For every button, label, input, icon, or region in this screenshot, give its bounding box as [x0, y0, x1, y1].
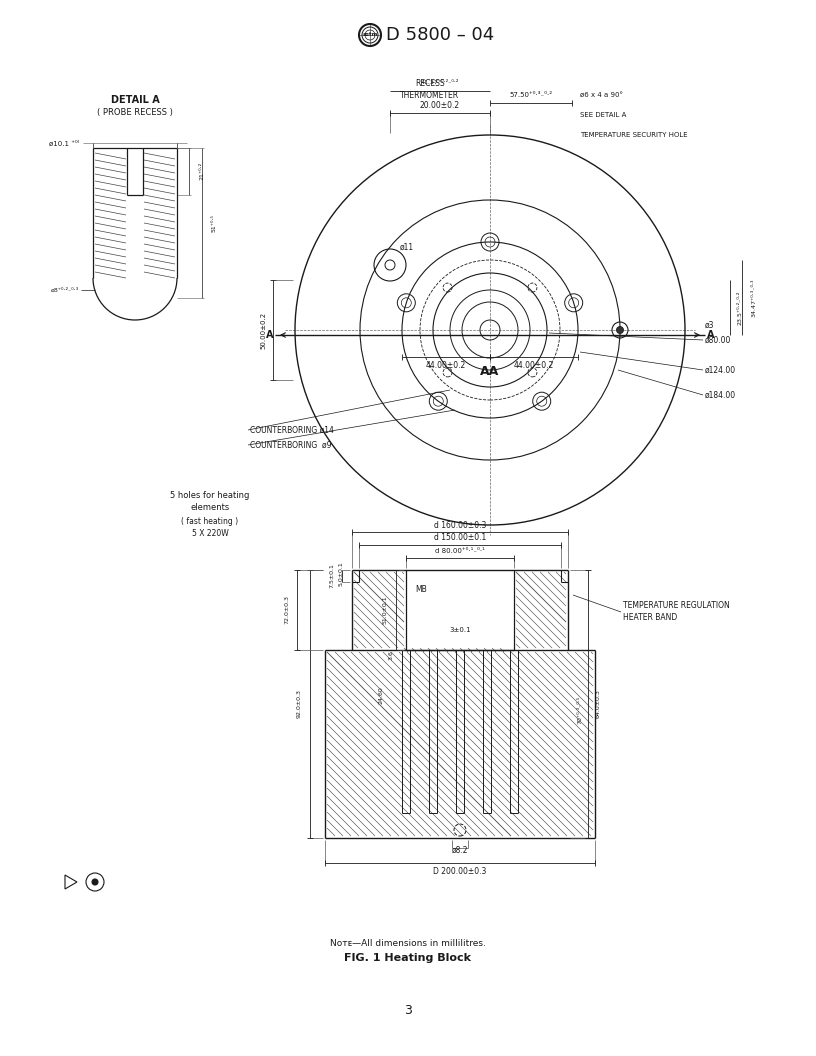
Text: 21⁺⁰⋅²: 21⁺⁰⋅² — [199, 162, 204, 181]
Text: Nᴏᴛᴇ—All dimensions in millilitres.: Nᴏᴛᴇ—All dimensions in millilitres. — [330, 940, 486, 948]
Text: TEMPERATURE SECURITY HOLE: TEMPERATURE SECURITY HOLE — [580, 132, 688, 138]
Text: AA: AA — [481, 365, 499, 378]
Text: D 200.00±0.3: D 200.00±0.3 — [433, 867, 486, 875]
Text: ø8⁺⁰⋅²₋⁰⋅³: ø8⁺⁰⋅²₋⁰⋅³ — [51, 287, 79, 293]
Text: RECESS: RECESS — [415, 78, 445, 88]
Text: COUNTERBORING  ø9: COUNTERBORING ø9 — [250, 440, 331, 450]
Text: DETAIL A: DETAIL A — [111, 95, 159, 105]
Text: 7.5±0.1: 7.5±0.1 — [329, 564, 334, 588]
Text: 51.0±0.1: 51.0±0.1 — [383, 596, 388, 624]
Text: TEMPERATURE REGULATION: TEMPERATURE REGULATION — [623, 601, 730, 609]
Text: ø3: ø3 — [705, 321, 715, 329]
Text: ( fast heating ): ( fast heating ) — [181, 516, 238, 526]
Text: d 80.00⁺⁰⋅¹₋⁰⋅¹: d 80.00⁺⁰⋅¹₋⁰⋅¹ — [435, 548, 485, 554]
Text: 50.00±0.2: 50.00±0.2 — [260, 312, 266, 348]
Text: 64.0±0.3: 64.0±0.3 — [596, 690, 601, 718]
Text: 44.00±0.2: 44.00±0.2 — [514, 360, 554, 370]
Text: COUNTERBORING ø14: COUNTERBORING ø14 — [250, 426, 334, 434]
Text: 51⁺⁰⋅⁵: 51⁺⁰⋅⁵ — [212, 214, 217, 232]
Text: ø8.2: ø8.2 — [452, 846, 468, 854]
Text: 72.0±0.3: 72.0±0.3 — [284, 596, 289, 624]
Text: 5 holes for heating: 5 holes for heating — [171, 490, 250, 499]
Text: ( PROBE RECESS ): ( PROBE RECESS ) — [97, 108, 173, 116]
Text: 5.0±0.1: 5.0±0.1 — [339, 562, 344, 586]
Text: HEATER BAND: HEATER BAND — [623, 614, 677, 622]
Text: ø11: ø11 — [400, 243, 415, 251]
Text: ø6 x 4 a 90°: ø6 x 4 a 90° — [580, 92, 623, 98]
Text: 3±0.1: 3±0.1 — [449, 627, 471, 633]
Text: ø184.00: ø184.00 — [705, 391, 736, 399]
Text: FIG. 1 Heating Block: FIG. 1 Heating Block — [344, 953, 472, 963]
Text: 24.60: 24.60 — [379, 686, 384, 704]
Text: 57.50⁺⁰⋅³₋⁰⋅²: 57.50⁺⁰⋅³₋⁰⋅² — [509, 92, 552, 98]
Text: 23.5⁺⁰⋅²₋⁰⋅²: 23.5⁺⁰⋅²₋⁰⋅² — [738, 290, 743, 324]
Text: 3.6: 3.6 — [388, 650, 393, 660]
Text: 92.0±0.3: 92.0±0.3 — [297, 690, 302, 718]
Text: 44.00±0.2: 44.00±0.2 — [426, 360, 466, 370]
Text: 5 X 220W: 5 X 220W — [192, 529, 228, 539]
Text: D 5800 – 04: D 5800 – 04 — [386, 26, 494, 44]
Text: SEE DETAIL A: SEE DETAIL A — [580, 112, 627, 118]
Text: ø80.00: ø80.00 — [705, 336, 731, 344]
Text: 41.37⁺⁰⋅²₋⁰⋅²: 41.37⁺⁰⋅²₋⁰⋅² — [421, 80, 459, 86]
Text: 34.47⁺⁰⋅³₋⁰⋅³: 34.47⁺⁰⋅³₋⁰⋅³ — [752, 278, 757, 317]
Text: 20.00±0.2: 20.00±0.2 — [420, 100, 460, 110]
Text: d 160.00±0.3: d 160.00±0.3 — [434, 521, 486, 529]
Text: THERMOMETER: THERMOMETER — [401, 91, 459, 99]
Text: elements: elements — [190, 504, 229, 512]
Text: ø10.1 ⁺⁰ᴵ: ø10.1 ⁺⁰ᴵ — [49, 140, 79, 147]
Text: ø124.00: ø124.00 — [705, 365, 736, 375]
Text: 70⁺⁰⋅³₋⁰⋅⁵: 70⁺⁰⋅³₋⁰⋅⁵ — [578, 696, 583, 724]
Text: d 150.00±0.1: d 150.00±0.1 — [434, 533, 486, 543]
Circle shape — [617, 326, 623, 334]
Text: MB: MB — [415, 585, 427, 595]
Text: A: A — [265, 329, 273, 340]
Text: 3: 3 — [404, 1003, 412, 1017]
Text: astm: astm — [362, 33, 378, 38]
Circle shape — [92, 879, 98, 885]
Text: A: A — [707, 329, 715, 340]
